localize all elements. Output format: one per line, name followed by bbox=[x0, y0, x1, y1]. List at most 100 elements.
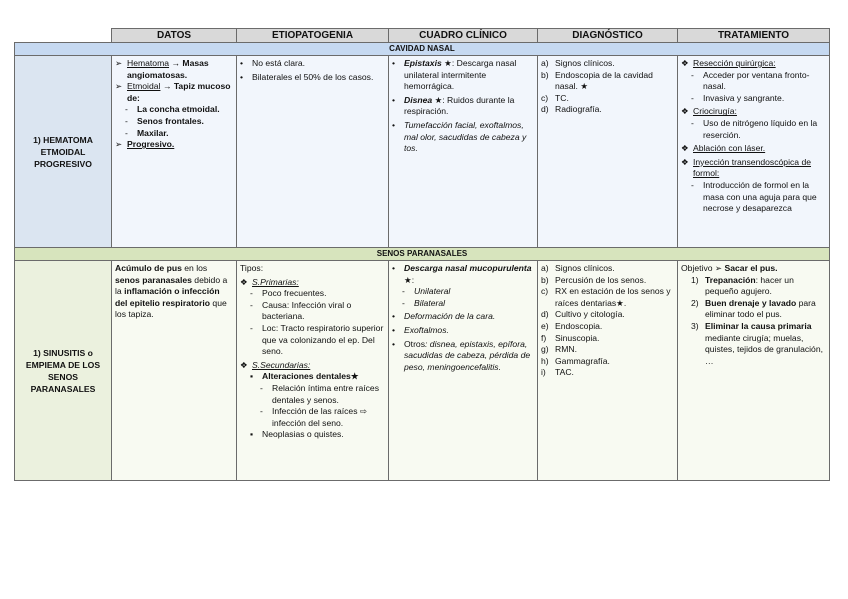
bullet-marker: • bbox=[240, 58, 244, 68]
list-item: ➢ Progresivo. bbox=[115, 139, 233, 151]
list-item: • Deformación de la cara. bbox=[392, 311, 534, 323]
bullet-marker: - bbox=[260, 382, 263, 393]
text-run: Resección quirúrgica: bbox=[693, 58, 776, 68]
text-run: Introducción de formol en la masa con un… bbox=[703, 179, 817, 214]
text-run: Masas angiomatosas. bbox=[127, 58, 209, 80]
cell-tratamiento: ❖ Resección quirúrgica: - Acceder por venta… bbox=[677, 55, 830, 248]
comparison-table: DATOS ETIOPATOGENIA CUADRO CLÍNICO DIAGN… bbox=[14, 28, 830, 481]
text-run: Maxilar. bbox=[137, 127, 169, 138]
item-text: Etmoidal → Tapiz mucoso de: bbox=[127, 81, 233, 104]
text-run: Senos frontales. bbox=[137, 115, 204, 126]
list-item: - Introducción de formol en la masa con u… bbox=[681, 180, 826, 215]
text-run: Eliminar la causa primaria bbox=[705, 320, 812, 331]
text-run: Inyección transendoscópica de formol: bbox=[693, 156, 812, 179]
item-text: Trepanación: hacer un pequeño agujero. bbox=[705, 275, 826, 298]
item-text: S.Secundarias: bbox=[252, 360, 385, 372]
section-title: CAVIDAD NASAL bbox=[14, 42, 830, 56]
text-run: RX en estación de los senos y raíces den… bbox=[555, 286, 671, 308]
text-run: Tapiz mucoso de: bbox=[127, 81, 231, 103]
item-text: Unilateral bbox=[414, 286, 534, 298]
list-item: e) Endoscopia. bbox=[541, 321, 674, 333]
bullet-marker: ➢ bbox=[115, 81, 123, 92]
list-item: • Disnea ★: Ruidos durante la respiración… bbox=[392, 95, 534, 118]
list-item: g) RMN. bbox=[541, 344, 674, 356]
item-text: Senos frontales. bbox=[137, 116, 233, 128]
list-item: Tipos: bbox=[240, 263, 385, 275]
text-run: No está clara. bbox=[252, 58, 306, 68]
cell-datos: ➢ Hematoma → Masas angiomatosas. ➢ Etmoidal… bbox=[111, 55, 237, 248]
bullet-marker: • bbox=[392, 311, 396, 322]
list-item: c) TC. bbox=[541, 93, 674, 105]
text-run: debido a la bbox=[115, 274, 228, 297]
item-text: Tipos: bbox=[240, 263, 385, 275]
header-cuadro-clinico: CUADRO CLÍNICO bbox=[388, 28, 538, 43]
table-row: 1) HEMATOMA ETMOIDAL PROGRESIVO ➢ Hematoma… bbox=[14, 55, 830, 248]
item-text: Invasiva y sangrante. bbox=[703, 93, 826, 105]
bullet-marker: - bbox=[260, 406, 263, 417]
bullet-marker: • bbox=[392, 338, 396, 349]
list-item: - Senos frontales. bbox=[115, 116, 233, 128]
text-run: Endoscopia. bbox=[555, 320, 603, 331]
header-etiopatogenia: ETIOPATOGENIA bbox=[236, 28, 389, 43]
text-run: → bbox=[169, 58, 183, 68]
text-run: Acceder por ventana fronto-nasal. bbox=[703, 69, 810, 92]
item-text: Endoscopia de la cavidad nasal. ★ bbox=[555, 70, 674, 93]
text-run: ★: Ruidos durante la respiración. bbox=[404, 94, 515, 117]
item-text: RMN. bbox=[555, 344, 674, 356]
item-text: Relación íntima entre raíces dentales y … bbox=[272, 383, 385, 406]
cell-tratamiento: Objetivo ➢ Sacar el pus. 1) Trepanación: h… bbox=[677, 260, 830, 481]
item-text: TC. bbox=[555, 93, 674, 105]
bullet-marker: d) bbox=[541, 309, 549, 320]
list-item: Acúmulo de pus en los senos paranasales … bbox=[115, 263, 233, 321]
item-text: Bilateral bbox=[414, 298, 534, 310]
bullet-marker: • bbox=[392, 94, 396, 105]
list-item: b) Percusión de los senos. bbox=[541, 275, 674, 287]
list-item: ❖ S.Primarias: bbox=[240, 277, 385, 289]
text-run: Descarga nasal mucopurulenta bbox=[404, 263, 532, 273]
item-text: Disnea ★: Ruidos durante la respiración. bbox=[404, 95, 534, 118]
item-text: Signos clínicos. bbox=[555, 58, 674, 70]
item-text: Buen drenaje y lavado para eliminar todo… bbox=[705, 298, 826, 321]
list-item: 1) Trepanación: hacer un pequeño agujero. bbox=[681, 275, 826, 298]
text-run: ★: bbox=[404, 274, 415, 285]
item-text: Infección de las raíces ⇨ infección del … bbox=[272, 406, 385, 429]
list-item: • Tumefacción facial, exoftalmos, mal olo… bbox=[392, 120, 534, 155]
list-item: b) Endoscopia de la cavidad nasal. ★ bbox=[541, 70, 674, 93]
item-text: Uso de nitrógeno líquido en la reserción… bbox=[703, 118, 826, 141]
header-tratamiento: TRATAMIENTO bbox=[677, 28, 830, 43]
bullet-marker: • bbox=[392, 324, 396, 335]
item-text: Inyección transendoscópica de formol: bbox=[693, 157, 826, 180]
text-run: La concha etmoidal. bbox=[137, 104, 220, 115]
cell-datos: Acúmulo de pus en los senos paranasales … bbox=[111, 260, 237, 481]
item-text: Endoscopia. bbox=[555, 321, 674, 333]
text-run: Buen drenaje y lavado bbox=[705, 297, 797, 308]
text-run: Objetivo ➢ bbox=[681, 263, 725, 273]
cell-etiopatogenia: Tipos: ❖ S.Primarias: - Poco frecuentes. - Cau… bbox=[236, 260, 389, 481]
text-run: S.Secundarias: bbox=[252, 359, 311, 370]
cell-diagnostico: a) Signos clínicos. b) Endoscopia de la cav… bbox=[537, 55, 678, 248]
text-run: Relación íntima entre raíces dentales y … bbox=[272, 382, 379, 405]
list-item: Objetivo ➢ Sacar el pus. bbox=[681, 263, 826, 275]
text-run: Epistaxis bbox=[404, 58, 442, 68]
bullet-marker: - bbox=[691, 117, 694, 128]
item-text: Gammagrafía. bbox=[555, 356, 674, 368]
bullet-marker: 2) bbox=[691, 297, 699, 308]
text-run: RMN. bbox=[555, 344, 577, 355]
item-text: Criocirugía: bbox=[693, 106, 826, 118]
text-run: Sinuscopia. bbox=[555, 332, 600, 343]
header-diagnostico: DIAGNÓSTICO bbox=[537, 28, 678, 43]
text-run: Uso de nitrógeno líquido en la reserción… bbox=[703, 117, 818, 140]
cell-cuadro-clinico: • Descarga nasal mucopurulenta ★: - Unilate… bbox=[388, 260, 538, 481]
section-band-row: SENOS PARANASALES bbox=[14, 247, 830, 261]
cell-cuadro-clinico: • Epistaxis ★: Descarga nasal unilateral … bbox=[388, 55, 538, 248]
bullet-marker: a) bbox=[541, 58, 549, 68]
text-run: que los tapiza. bbox=[115, 297, 227, 320]
text-run: Bilaterales el 50% de los casos. bbox=[252, 71, 374, 82]
bullet-marker: - bbox=[402, 297, 405, 308]
text-run: Deformación de la cara. bbox=[404, 311, 496, 322]
item-text: Otros: disnea, epistaxis, epífora, sacud… bbox=[404, 339, 534, 374]
list-item: 3) Eliminar la causa primaria mediante ci… bbox=[681, 321, 826, 367]
list-item: - La concha etmoidal. bbox=[115, 104, 233, 116]
text-run: Hematoma bbox=[127, 58, 170, 68]
bullet-marker: b) bbox=[541, 69, 549, 80]
